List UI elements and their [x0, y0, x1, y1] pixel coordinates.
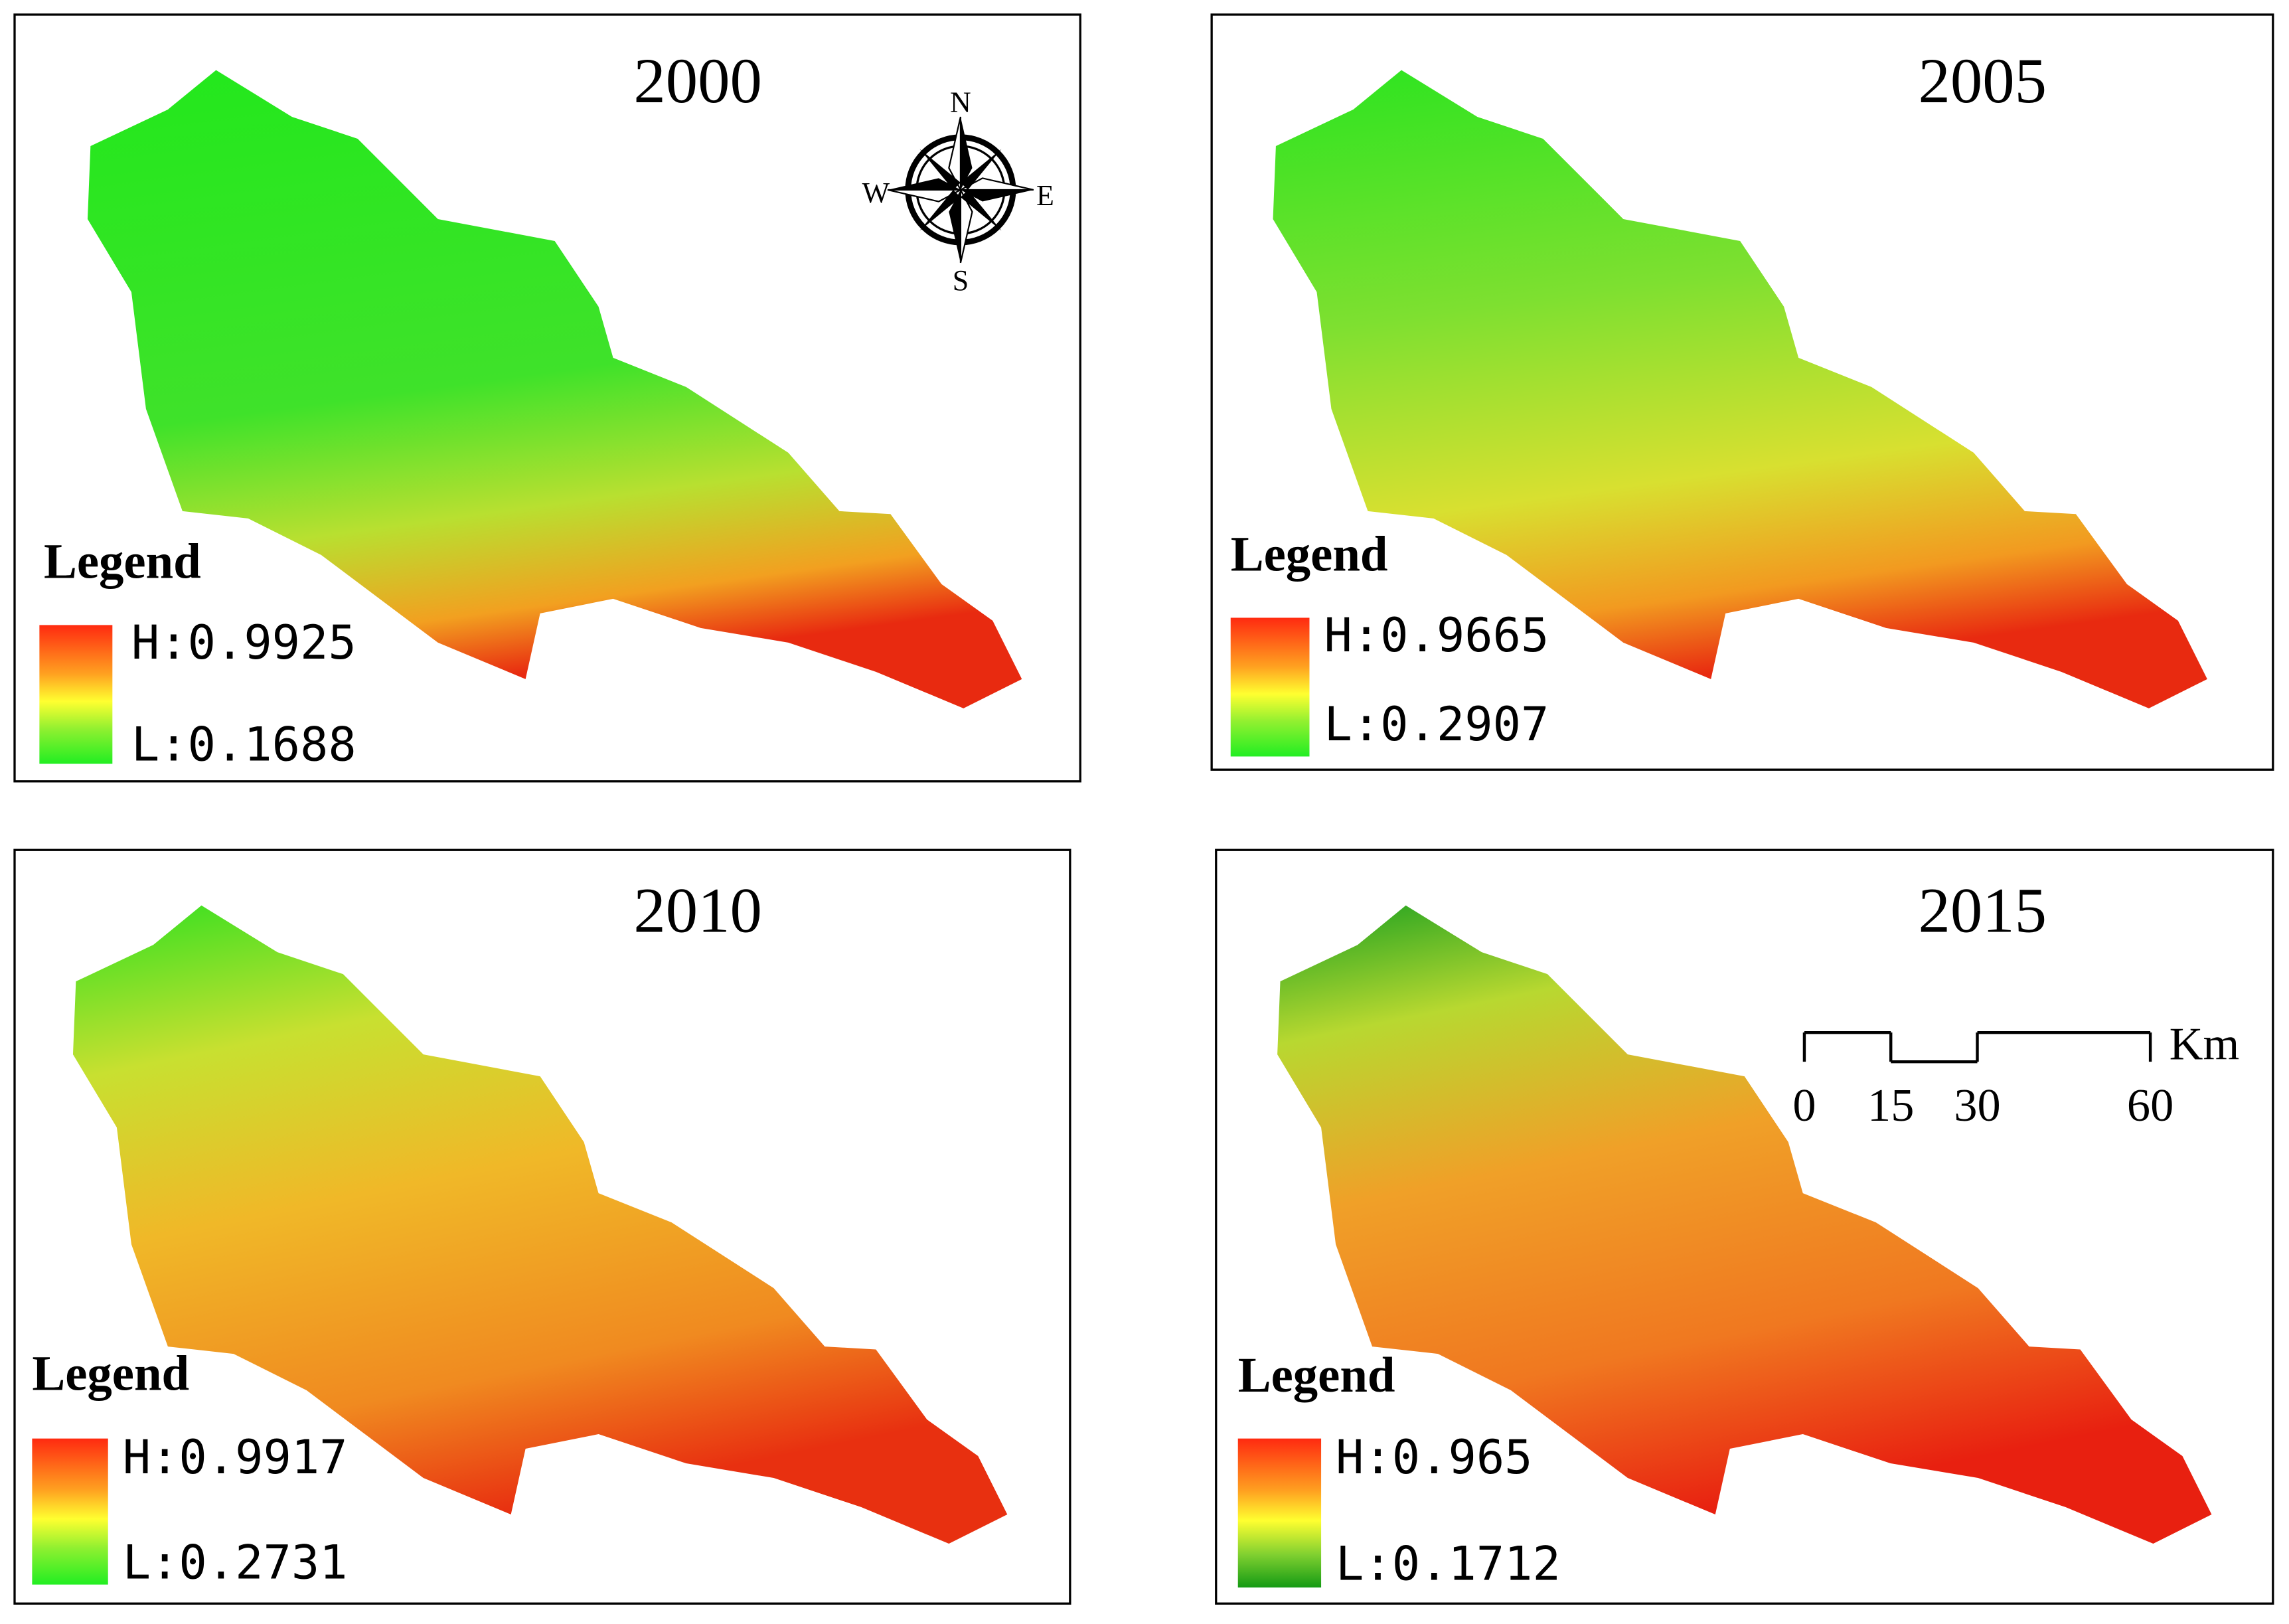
- legend-ramp: [39, 625, 113, 764]
- panel-title: 2005: [1918, 45, 2046, 116]
- compass-point: [960, 116, 973, 190]
- compass-south: S: [953, 264, 969, 297]
- legend-low: L:0.2731: [123, 1536, 348, 1590]
- compass-point: [887, 178, 961, 190]
- scale-label: 60: [2127, 1080, 2173, 1131]
- compass-point: [960, 189, 1002, 231]
- legend-title: Legend: [1231, 527, 1388, 582]
- compass-point: [919, 149, 961, 190]
- scale-unit: Km: [2170, 1018, 2240, 1070]
- scale-label: 0: [1792, 1080, 1816, 1131]
- scale-label: 15: [1867, 1080, 1914, 1131]
- legend-title: Legend: [1238, 1348, 1395, 1403]
- legend-title: Legend: [44, 534, 201, 590]
- compass-point: [919, 189, 961, 231]
- legend-high: H:0.965: [1336, 1430, 1532, 1485]
- panel-title: 2010: [633, 875, 761, 946]
- compass-west: W: [862, 177, 890, 209]
- compass-point: [949, 189, 961, 263]
- compass-rose: [887, 116, 1034, 264]
- compass-point: [960, 189, 1034, 202]
- legend-low: L:0.1688: [131, 718, 356, 772]
- legend-title: Legend: [32, 1346, 189, 1402]
- legend-high: H:0.9917: [123, 1430, 348, 1485]
- panel-title: 2015: [1918, 875, 2046, 946]
- panel-title: 2000: [633, 45, 761, 116]
- legend-low: L:0.1712: [1336, 1537, 1561, 1591]
- legend-ramp: [1230, 617, 1310, 757]
- scale-label: 30: [1954, 1080, 2000, 1131]
- legend-ramp: [1237, 1438, 1322, 1588]
- compass-north: N: [950, 86, 971, 118]
- legend-low: L:0.2907: [1324, 697, 1549, 752]
- legend-high: H:0.9925: [131, 615, 356, 670]
- legend-ramp: [32, 1438, 108, 1585]
- compass-point: [960, 149, 1002, 190]
- compass-east: E: [1036, 179, 1054, 212]
- legend-high: H:0.9665: [1324, 608, 1549, 663]
